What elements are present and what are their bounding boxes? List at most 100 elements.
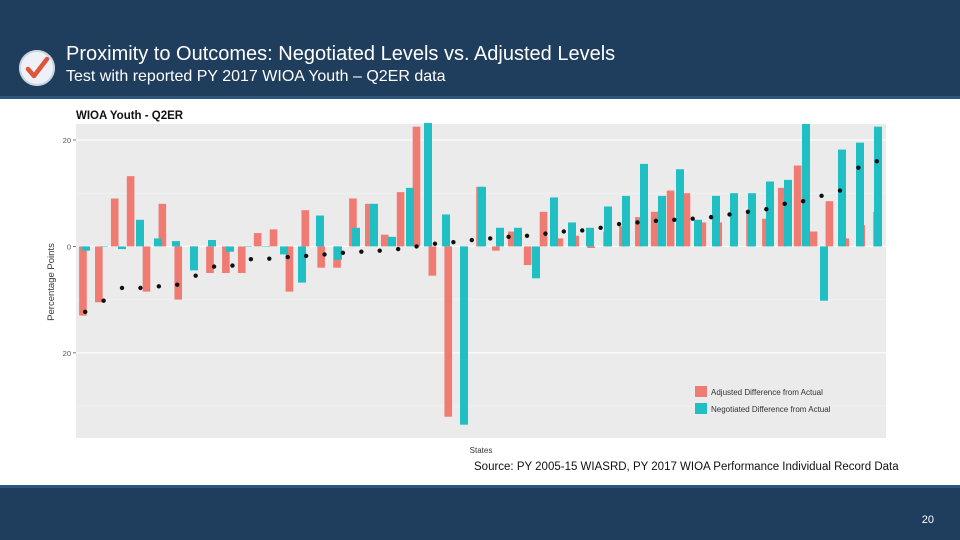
bar-negotiated [352, 227, 360, 247]
difference-dot [101, 298, 106, 303]
slide-footer [0, 488, 960, 540]
difference-dot [285, 254, 290, 260]
difference-dot [708, 214, 714, 220]
bar-negotiated [622, 195, 630, 247]
difference-dot [488, 236, 493, 241]
bar-adjusted [682, 193, 691, 247]
page-number: 20 [921, 514, 934, 526]
bar-negotiated [118, 246, 126, 250]
bar-negotiated [226, 246, 234, 252]
bar-adjusted [762, 218, 770, 247]
bar-adjusted [301, 210, 310, 247]
difference-dot [469, 237, 474, 243]
bar-negotiated [694, 219, 702, 247]
bar-negotiated [82, 246, 90, 251]
difference-dot [414, 244, 419, 249]
bar-negotiated [424, 122, 432, 247]
bar-negotiated [100, 246, 108, 247]
bar-negotiated [172, 241, 180, 247]
bar-adjusted [79, 246, 87, 316]
bar-negotiated [190, 246, 198, 271]
difference-dot [119, 285, 125, 291]
difference-dot [635, 220, 640, 225]
bar-negotiated [640, 163, 648, 247]
difference-dot [819, 193, 824, 199]
bar-adjusted [317, 246, 325, 268]
difference-dot [156, 284, 162, 289]
bar-negotiated [820, 246, 828, 301]
y-tick-label: 20 [63, 136, 71, 145]
bar-negotiated [370, 203, 378, 247]
difference-dot [543, 231, 548, 236]
y-tick-label: 20 [63, 349, 71, 358]
bar-adjusted [698, 222, 707, 247]
x-axis-label: States [470, 446, 493, 455]
bar-adjusted [206, 246, 214, 274]
difference-dot [377, 248, 382, 253]
bar-adjusted [174, 246, 183, 300]
legend-label-adjusted: Adjusted Difference from Actual [711, 388, 823, 397]
bar-adjusted [380, 234, 389, 247]
bar-negotiated [586, 227, 594, 247]
bar-adjusted [555, 238, 564, 247]
bar-negotiated [208, 240, 216, 247]
slide-subtitle: Test with reported PY 2017 WIOA Youth – … [66, 68, 446, 85]
bar-adjusted [396, 192, 405, 247]
bar-negotiated [784, 179, 792, 247]
bar-negotiated [838, 149, 846, 247]
bar-adjusted [269, 229, 278, 247]
difference-dot [303, 253, 309, 259]
difference-dot [506, 234, 511, 240]
bar-negotiated [802, 124, 810, 247]
difference-dot [138, 285, 143, 291]
difference-dot [211, 264, 217, 269]
bar-negotiated [262, 246, 270, 247]
bar-negotiated [532, 246, 540, 279]
bar-negotiated [712, 195, 720, 247]
y-axis-label: Percentage Points [46, 243, 57, 321]
bar-adjusted [507, 231, 516, 247]
difference-dot [340, 250, 346, 255]
bar-negotiated [766, 181, 774, 247]
bar-adjusted [587, 246, 595, 249]
difference-dot [856, 165, 861, 170]
slide-title: Proximity to Outcomes: Negotiated Levels… [66, 43, 616, 65]
difference-dot [193, 273, 198, 278]
bar-adjusted [428, 246, 437, 276]
bar-adjusted [777, 187, 786, 247]
difference-dot [837, 188, 843, 193]
legend-swatch-adjusted [695, 386, 707, 397]
difference-dot [524, 233, 530, 238]
difference-dot [230, 263, 235, 268]
difference-dot [764, 206, 769, 212]
bar-adjusted [158, 203, 167, 247]
difference-dot [83, 309, 88, 315]
bar-negotiated [298, 246, 306, 283]
difference-dot [874, 159, 879, 164]
bar-negotiated [280, 246, 288, 255]
bar-adjusted [793, 165, 802, 247]
difference-dot [690, 216, 695, 221]
bar-adjusted [253, 233, 262, 247]
difference-dot [727, 212, 732, 217]
plot-background [76, 124, 886, 438]
difference-dot [267, 256, 272, 261]
difference-dot [782, 201, 787, 207]
bar-negotiated [856, 142, 864, 247]
bar-adjusted [825, 201, 834, 247]
difference-dot [653, 218, 659, 224]
bar-negotiated [406, 187, 414, 247]
legend: Adjusted Difference from Actual Negotiat… [695, 386, 831, 414]
bar-adjusted [635, 217, 643, 247]
bar-adjusted [539, 211, 548, 247]
legend-swatch-negotiated [695, 403, 707, 414]
bar-negotiated [334, 246, 342, 260]
checkmark-icon [19, 50, 55, 86]
difference-dot [745, 209, 751, 215]
footer-divider [0, 485, 960, 488]
legend-label-negotiated: Negotiated Difference from Actual [711, 405, 831, 414]
bar-negotiated [478, 186, 486, 247]
difference-dot [561, 229, 567, 234]
difference-dot [616, 221, 622, 227]
bar-negotiated [388, 236, 396, 247]
